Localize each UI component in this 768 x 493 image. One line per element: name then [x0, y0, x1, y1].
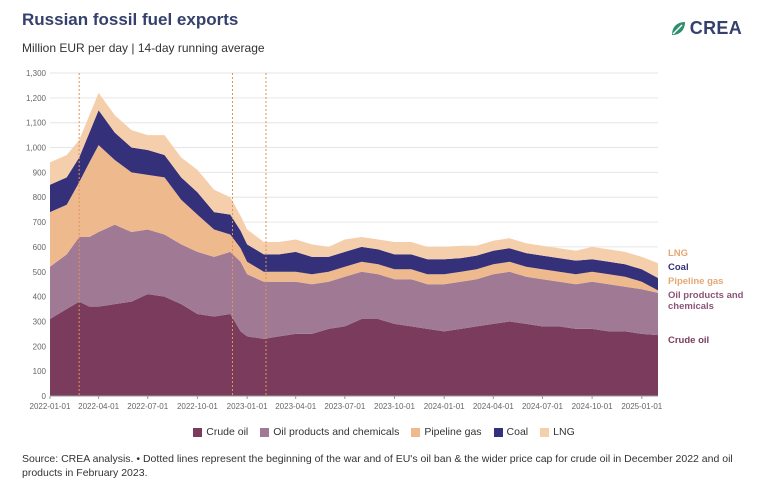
y-tick-label: 1,200: [26, 94, 47, 103]
series-end-label: LNG: [668, 248, 688, 259]
logo-text: CREA: [689, 18, 742, 38]
x-tick-label: 2023-10-01: [374, 402, 415, 411]
legend-item-coal[interactable]: Coal: [493, 426, 529, 438]
x-tick-label: 2022-07-01: [127, 402, 168, 411]
area-crude-oil: [50, 294, 658, 396]
legend-label: LNG: [553, 426, 575, 438]
y-tick-label: 500: [33, 268, 47, 277]
x-tick-label: 2023-07-01: [324, 402, 365, 411]
x-axis: 2022-01-01 2022-04-01 2022-07-01 2022-10-01…: [30, 395, 663, 411]
x-tick-label: 2023-01-01: [227, 402, 268, 411]
y-tick-label: 1,300: [26, 69, 47, 78]
x-tick-label: 2024-07-01: [522, 402, 563, 411]
y-tick-label: 300: [33, 317, 47, 326]
y-tick-label: 100: [33, 367, 47, 376]
legend-item-pipeline-gas[interactable]: Pipeline gas: [411, 426, 482, 438]
y-axis: 0 100 200 300 400 500 600 700 800 900 1,000 1,100 1,…: [26, 69, 47, 401]
y-tick-label: 600: [33, 243, 47, 252]
series-end-label: Oil products and: [668, 290, 744, 301]
legend-item-crude-oil[interactable]: Crude oil: [193, 426, 248, 438]
y-tick-label: 0: [42, 392, 47, 401]
series-end-labels: LNG Coal Pipeline gas Oil products andchemi…: [668, 248, 744, 346]
x-tick-label: 2022-04-01: [78, 402, 119, 411]
legend-swatch: [493, 427, 503, 437]
x-tick-label: 2023-04-01: [275, 402, 316, 411]
area-pipeline-gas: [50, 145, 658, 293]
y-tick-label: 1,100: [26, 119, 47, 128]
legend-label: Crude oil: [206, 426, 249, 438]
y-tick-label: 200: [33, 342, 47, 351]
crea-logo[interactable]: CREA: [670, 18, 742, 39]
event-lines: [78, 73, 267, 396]
legend-label: Oil products and chemicals: [273, 426, 400, 438]
area-coal: [50, 110, 658, 291]
area-oil-products: [50, 224, 658, 339]
x-tick-label: 2024-10-01: [572, 402, 613, 411]
series-end-label: Pipeline gas: [668, 276, 723, 287]
source-note: Source: CREA analysis. • Dotted lines re…: [22, 453, 733, 479]
legend-item-lng[interactable]: LNG: [540, 426, 575, 438]
x-tick-label: 2024-04-01: [473, 402, 514, 411]
legend-label: Pipeline gas: [424, 426, 482, 438]
x-tick-label: 2025-01-01: [621, 402, 662, 411]
legend: Crude oil Oil products and chemicals Pip…: [0, 426, 768, 438]
y-tick-label: 400: [33, 293, 47, 302]
stacked-areas: [50, 92, 658, 396]
y-tick-label: 800: [33, 193, 47, 202]
chart-title: Russian fossil fuel exports: [22, 10, 239, 29]
series-end-label: Crude oil: [668, 335, 709, 346]
leaf-icon: [671, 22, 685, 35]
legend-swatch: [540, 427, 550, 437]
x-tick-label: 2024-01-01: [424, 402, 465, 411]
legend-label: Coal: [506, 426, 529, 438]
legend-swatch: [260, 427, 270, 437]
x-tick-label: 2022-01-01: [30, 402, 71, 411]
y-tick-label: 700: [33, 218, 47, 227]
series-end-label: Coal: [668, 262, 689, 273]
series-end-label: chemicals: [668, 301, 714, 312]
y-tick-label: 1,000: [26, 144, 47, 153]
legend-swatch: [193, 427, 203, 437]
chart-subtitle: Million EUR per day | 14-day running ave…: [22, 41, 265, 55]
y-tick-label: 900: [33, 168, 47, 177]
legend-item-oil-products[interactable]: Oil products and chemicals: [260, 426, 399, 438]
legend-swatch: [411, 427, 421, 437]
x-tick-label: 2022-10-01: [177, 402, 218, 411]
area-lng: [50, 92, 658, 279]
